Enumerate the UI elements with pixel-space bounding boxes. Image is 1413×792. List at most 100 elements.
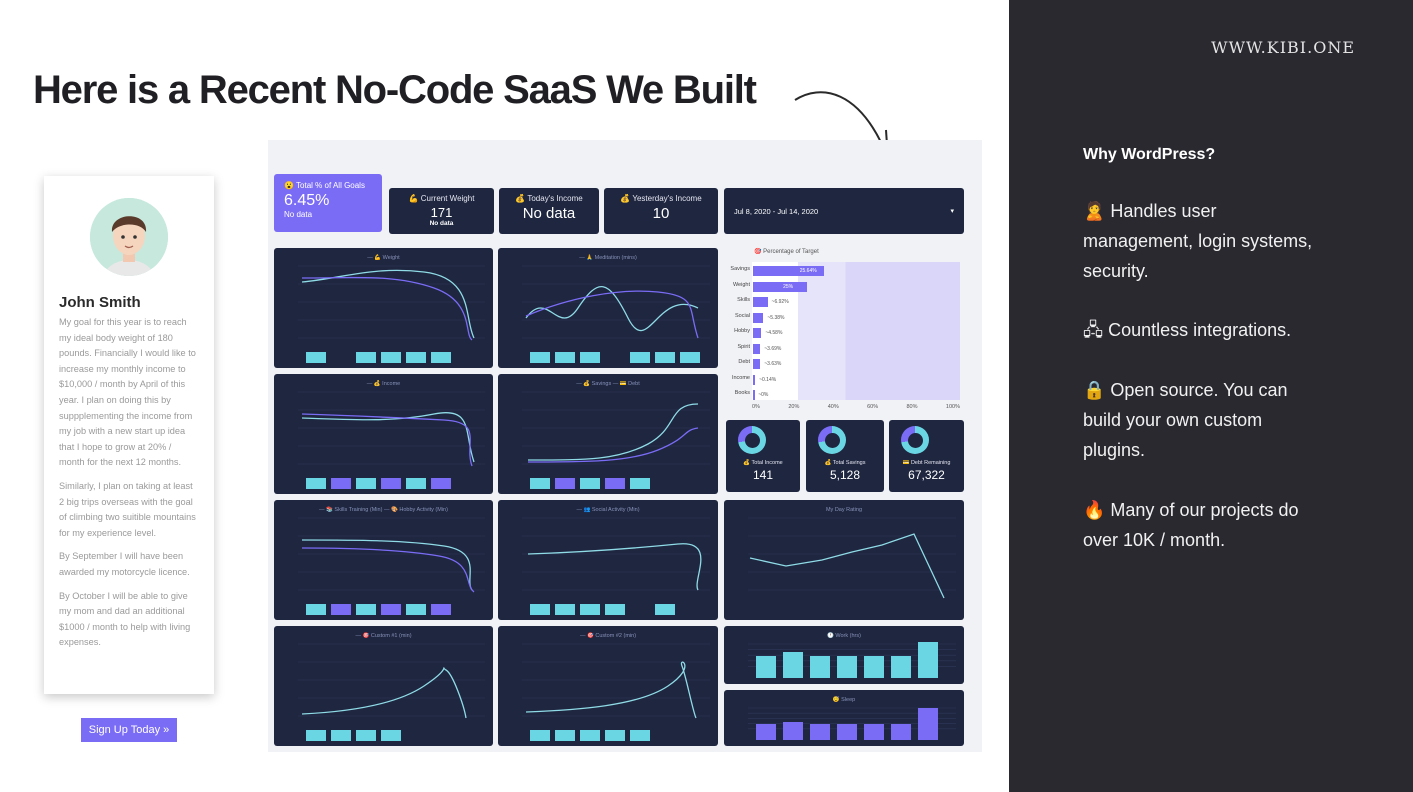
date-range-picker[interactable]: Jul 8, 2020 - Jul 14, 2020 ▾ xyxy=(724,188,964,234)
savings-debt-chart[interactable]: — 💰 Savings — 💳 Debt xyxy=(498,374,718,494)
site-url[interactable]: WWW.KIBI.ONE xyxy=(1211,38,1355,57)
activity-bar xyxy=(356,730,376,741)
dashboard-preview: 😮 Total % of All Goals 6.45% No data 💪 C… xyxy=(268,140,982,752)
series-line xyxy=(301,547,475,593)
sidebar-heading: Why WordPress? xyxy=(1083,146,1216,163)
target-row-label: Books xyxy=(734,390,750,396)
chart-plot xyxy=(522,517,710,615)
meditation-chart[interactable]: — 🙏 Meditation (mins) xyxy=(498,248,718,368)
activity-bar xyxy=(655,604,675,615)
activity-bar xyxy=(356,604,376,615)
activity-bar xyxy=(630,730,650,741)
bio-paragraph: By September I will have been awarded my… xyxy=(59,551,190,577)
chart-legend: — 💪 Weight xyxy=(367,255,400,261)
target-row-label: Spirit xyxy=(737,343,750,350)
weight-stat-sub: No data xyxy=(429,220,454,227)
today-income-tile[interactable]: 💰 Today's Income No data xyxy=(499,188,599,234)
target-row-bar xyxy=(753,281,808,292)
target-row-value: ~3.63% xyxy=(764,361,782,367)
hours-bar xyxy=(756,724,776,740)
activity-bar xyxy=(630,478,650,489)
target-row-value: ~0% xyxy=(758,392,769,398)
target-row-value: ~5.38% xyxy=(767,314,785,321)
activity-bar xyxy=(381,478,401,489)
activity-bar xyxy=(306,478,326,489)
activity-bar xyxy=(306,730,326,741)
series-line xyxy=(527,403,699,461)
activity-bar xyxy=(530,352,550,363)
total-savings-value: 5,128 xyxy=(829,468,861,482)
hours-bar xyxy=(837,724,857,740)
yesterday-income-tile[interactable]: 💰 Yesterday's Income 10 xyxy=(604,188,718,234)
hours-bar xyxy=(810,724,830,740)
target-percentage-chart[interactable]: 🎯 Percentage of Target Savings 25.64% Weig… xyxy=(724,248,964,416)
target-row-label: Savings xyxy=(730,266,750,272)
series-line xyxy=(301,667,467,719)
debt-remaining-title: 💳 Debt Remaining xyxy=(902,460,951,466)
activity-bar xyxy=(605,730,625,741)
activity-bar xyxy=(306,352,326,363)
debt-remaining-tile[interactable]: 💳 Debt Remaining 67,322 xyxy=(889,420,964,492)
donut-chart-icon xyxy=(818,426,846,454)
point-open-source: 🔒 Open source. You can build your own cu… xyxy=(1083,380,1288,460)
goals-stat-title: 😮 Total % of All Goals xyxy=(284,181,365,190)
target-row-bar xyxy=(753,374,756,385)
target-row-value: ~6.92% xyxy=(771,299,789,305)
activity-bar xyxy=(655,352,675,363)
series-line xyxy=(301,412,475,463)
social-chart[interactable]: — 👥 Social Activity (Min) xyxy=(498,500,718,620)
activity-bar xyxy=(431,352,451,363)
donut-chart-icon xyxy=(901,426,929,454)
tick-label: 40% xyxy=(827,404,839,410)
total-income-title: 💰 Total Income xyxy=(743,460,783,466)
income-chart[interactable]: — 💰 Income xyxy=(274,374,493,494)
custom-2-chart[interactable]: — 🎯 Custom #2 (min) xyxy=(498,626,718,746)
target-row-label: Social xyxy=(735,312,750,319)
total-savings-tile[interactable]: 💰 Total Savings 5,128 xyxy=(806,420,884,492)
chart-legend: — 🎯 Custom #1 (min) xyxy=(355,633,412,639)
hours-bar xyxy=(783,652,803,678)
date-range-text: Jul 8, 2020 - Jul 14, 2020 xyxy=(734,206,819,216)
chart-legend: — 💰 Income xyxy=(366,381,401,387)
weight-stat-tile[interactable]: 💪 Current Weight 171 No data xyxy=(389,188,494,234)
activity-bar xyxy=(406,352,426,363)
bio-paragraph: By October I will be able to give my mom… xyxy=(59,590,191,648)
chart-plot xyxy=(522,265,710,363)
today-income-title: 💰 Today's Income xyxy=(515,194,583,203)
total-savings-title: 💰 Total Savings xyxy=(824,460,866,466)
profile-card: John Smith My goal for this year is to r… xyxy=(44,176,214,694)
goals-stat-value: 6.45% xyxy=(284,192,330,209)
sleep-chart[interactable]: 😴 Sleep xyxy=(724,690,964,746)
target-row-bar xyxy=(753,312,764,323)
chart-legend: — 🙏 Meditation (mins) xyxy=(579,255,637,261)
series-line xyxy=(527,543,702,591)
activity-bar xyxy=(406,604,426,615)
page-headline: Here is a Recent No-Code SaaS We Built xyxy=(33,68,757,112)
target-row-bar xyxy=(753,343,761,354)
activity-bar xyxy=(580,604,600,615)
point-integrations: 🖧 Countless integrations. xyxy=(1083,320,1292,340)
goals-stat-sub: No data xyxy=(284,210,313,219)
weight-chart[interactable]: — 💪 Weight xyxy=(274,248,493,368)
weight-stat-value: 171 xyxy=(430,205,453,220)
total-income-tile[interactable]: 💰 Total Income 141 xyxy=(726,420,800,492)
chart-plot xyxy=(522,391,710,489)
debt-remaining-value: 67,322 xyxy=(908,468,945,482)
target-row-value: 25.64% xyxy=(799,268,817,274)
target-chart-ticks: 0% 20% 40% 60% 80% 100% xyxy=(752,404,960,410)
custom-1-chart[interactable]: — 🎯 Custom #1 (min) xyxy=(274,626,493,746)
chart-plot xyxy=(298,265,485,363)
goals-stat-tile[interactable]: 😮 Total % of All Goals 6.45% No data xyxy=(274,174,382,232)
work-hours-chart[interactable]: 🕐 Work (hrs) xyxy=(724,626,964,684)
target-row-bar xyxy=(753,266,824,276)
day-rating-chart[interactable]: My Day Rating xyxy=(724,500,964,620)
activity-bar xyxy=(580,730,600,741)
target-row-value: ~0.14% xyxy=(759,376,777,383)
hours-bar xyxy=(756,656,776,678)
activity-bar xyxy=(530,478,550,489)
sign-up-button[interactable]: Sign Up Today » xyxy=(81,718,177,742)
activity-bar xyxy=(580,478,600,489)
target-row-bar xyxy=(753,328,762,338)
skills-hobby-chart[interactable]: — 📚 Skills Training (Min) — 🎨 Hobby Acti… xyxy=(274,500,493,620)
bio-paragraph: Similarly, I plan on taking at least 2 b… xyxy=(59,480,196,538)
